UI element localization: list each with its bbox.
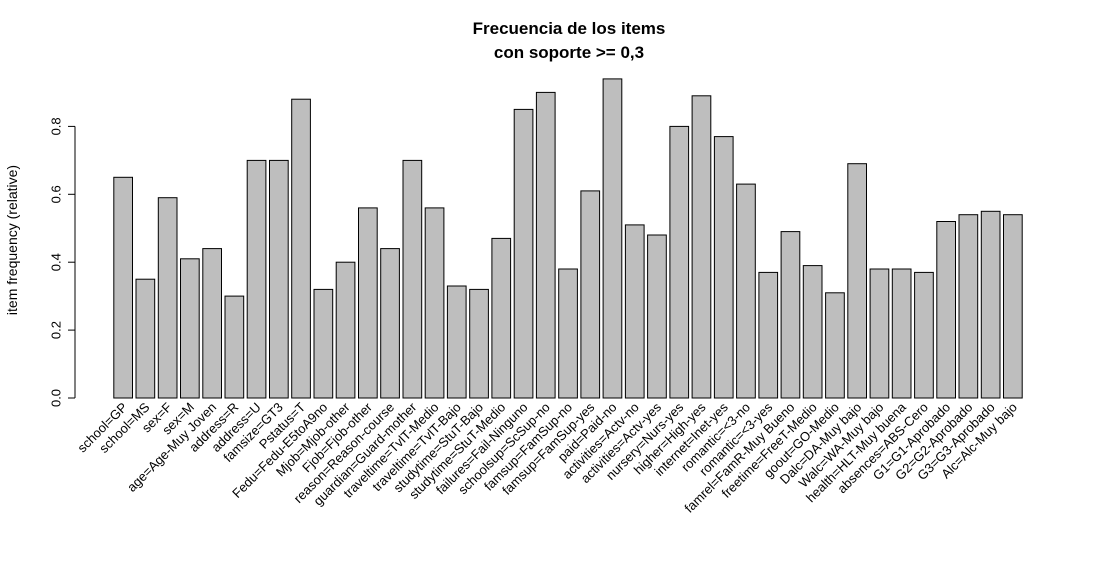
bar [491,237,512,399]
bar [224,295,245,399]
bar [825,292,845,399]
bar [157,197,178,399]
bar [914,271,934,399]
bar [713,136,734,399]
y-tick-label: 0.0 [49,389,64,407]
bar [802,265,823,399]
bar [246,159,267,399]
y-axis-label: item frequency (relative) [4,165,20,315]
bar [335,261,356,399]
y-tick-label: 0.4 [49,253,64,271]
bar [891,268,912,399]
bar [1003,214,1023,399]
bar [958,214,979,399]
bar [936,221,956,399]
y-tick-label: 0.6 [49,185,64,203]
bar [602,78,623,399]
bar [380,248,400,399]
bar [758,271,779,399]
bar [736,183,756,399]
bar [624,224,645,399]
bars-group [113,78,1023,399]
y-axis: 0.0 0.2 0.4 0.6 0.8 [49,117,76,407]
bar [358,207,378,399]
chart-title-line-2: con soporte >= 0,3 [494,43,644,62]
bar [580,190,601,399]
bar [180,258,200,399]
bar [980,210,1001,399]
bar [513,108,534,399]
chart-title-line-1: Frecuencia de los items [473,19,666,38]
bar [780,231,801,399]
bar [669,125,690,399]
bar [313,288,334,399]
bar [869,268,890,399]
bar [535,91,556,399]
bar [446,285,467,399]
bar [469,288,489,399]
bar [647,234,667,399]
bar [291,98,311,399]
bar [113,176,134,399]
y-tick-label: 0.8 [49,117,64,135]
y-tick-label: 0.2 [49,321,64,339]
bar [558,268,578,399]
category-labels-group: school=GPschool=MSsex=Fsex=Mage=Age-Muy … [74,399,1020,516]
bar [135,278,156,399]
chart-title: Frecuencia de los items con soporte >= 0… [473,19,666,62]
bar [402,159,423,399]
bar [202,248,223,399]
bar [269,159,289,399]
bar [847,163,867,399]
bar [691,95,712,399]
bar [424,207,445,399]
